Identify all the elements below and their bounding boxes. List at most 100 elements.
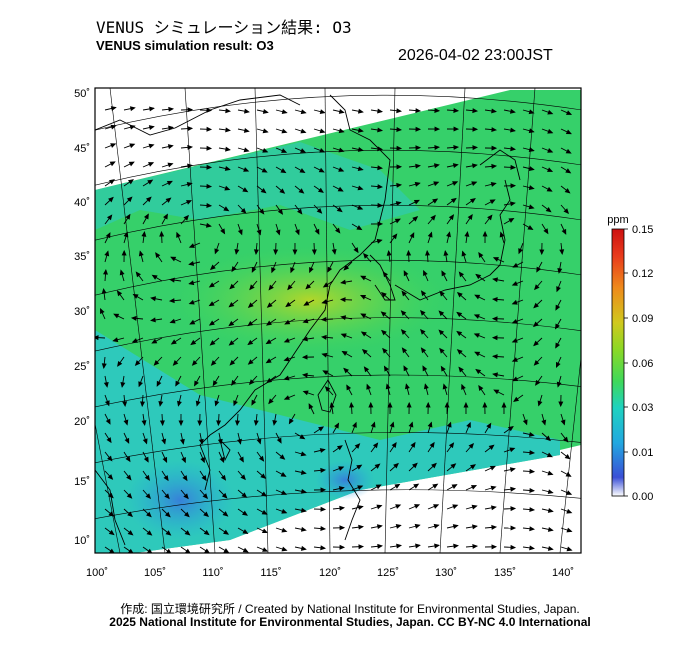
wind-arrowhead [243,549,247,552]
wind-arrowhead [301,110,305,113]
wind-arrowhead [511,507,515,511]
wind-arrowhead [492,545,496,549]
wind-arrowhead [472,505,476,508]
wind-arrowhead [359,545,363,549]
wind-arrowhead [433,484,437,488]
wind-arrowhead [548,547,552,551]
wind-arrowhead [548,528,552,532]
wind-arrowhead [188,127,192,131]
wind-arrowhead [511,526,515,530]
colorbar-tick: 0.06 [632,358,653,370]
colorbar-tick: 0.09 [632,313,653,325]
wind-arrowhead [397,109,401,113]
wind-arrowhead [282,529,286,532]
wind-arrowhead [110,180,114,184]
wind-arrowhead [129,162,133,165]
wind-arrowhead [130,144,134,147]
lat-label: 25˚ [74,361,90,373]
wind-arrowhead [149,163,153,166]
wind-arrowhead [301,528,305,532]
wind-arrowhead [168,163,172,166]
wind-arrowhead [358,506,362,510]
lat-label: 30˚ [74,306,90,318]
wind-arrowhead [149,126,153,130]
wind-arrowhead [472,486,476,489]
wind-arrowhead [567,547,571,550]
wind-arrowhead [226,128,230,132]
colorbar: ppm 0.15 0.12 0.09 0.06 0.03 0.01 0.00 [607,214,653,503]
wind-arrowhead [378,109,382,113]
wind-arrowhead [473,525,477,529]
wind-arrowhead [321,507,325,511]
colorbar-unit: ppm [607,214,628,226]
wind-arrowhead [414,484,418,488]
wind-arrowhead [567,528,571,531]
wind-arrowhead [226,147,230,151]
wind-arrowhead [378,544,382,548]
wind-arrowhead [530,470,534,474]
wind-arrowhead [510,468,514,472]
wind-arrowhead [226,109,230,113]
wind-arrowhead [339,110,343,114]
wind-arrowhead [567,491,571,494]
wind-arrowhead [321,546,325,550]
lat-label: 40˚ [74,197,90,209]
wind-arrowhead [453,505,457,508]
wind-arrowhead [282,110,286,113]
wind-arrowhead [245,109,249,113]
wind-arrowhead [110,162,114,165]
colorbar-tick: 0.12 [632,268,653,280]
license-line: 2025 National Institute for Environmenta… [0,615,700,629]
wind-arrowhead [396,525,400,528]
wind-arrowhead [416,109,420,113]
wind-arrowhead [244,148,248,151]
wind-arrowhead [263,529,267,532]
colorbar-gradient [612,229,624,496]
wind-arrowhead [492,526,496,530]
lat-label: 20˚ [74,416,90,428]
latitude-labels: 50˚ 45˚ 40˚ 35˚ 30˚ 25˚ 20˚ 15˚ 10˚ [74,88,90,547]
wind-arrowhead [224,549,228,553]
lon-label: 130˚ [435,567,457,579]
wind-arrowhead [320,110,324,113]
wind-arrowhead [244,129,248,133]
colorbar-tick: 0.00 [632,491,653,503]
wind-arrowhead [359,110,363,114]
wind-arrowhead [207,146,211,150]
wind-arrowhead [567,510,571,513]
wind-arrowhead [376,485,380,488]
wind-arrowhead [434,524,438,527]
wind-arrowhead [130,107,134,111]
wind-arrowhead [340,545,344,549]
wind-arrowhead [320,129,324,132]
wind-arrowhead [301,547,305,551]
lon-label: 120˚ [319,567,341,579]
wind-arrowhead [301,129,305,132]
wind-arrowhead [491,486,495,489]
lon-label: 100˚ [86,567,108,579]
wind-arrowhead [188,146,192,150]
wind-arrowhead [566,473,570,476]
colorbar-tick: 0.01 [632,447,653,459]
wind-arrowhead [454,544,458,548]
wind-arrowhead [168,145,172,149]
wind-arrowhead [415,505,419,508]
wind-arrowhead [530,527,534,531]
wind-arrowhead [263,110,267,114]
lon-label: 115˚ [260,567,281,579]
wind-arrowhead [397,544,401,548]
wind-arrowhead [416,544,420,548]
wind-arrowhead [150,107,154,111]
wind-arrowhead [453,525,457,529]
wind-arrowhead [492,506,496,510]
wind-arrowhead [530,546,534,550]
wind-arrowhead [282,547,286,550]
wind-arrowhead [263,129,267,132]
wind-arrowhead [548,490,552,493]
wind-arrowhead [491,466,495,469]
wind-arrowhead [111,107,115,111]
lat-label: 45˚ [74,143,90,155]
wind-arrowhead [548,509,552,513]
wind-arrowhead [111,144,115,147]
